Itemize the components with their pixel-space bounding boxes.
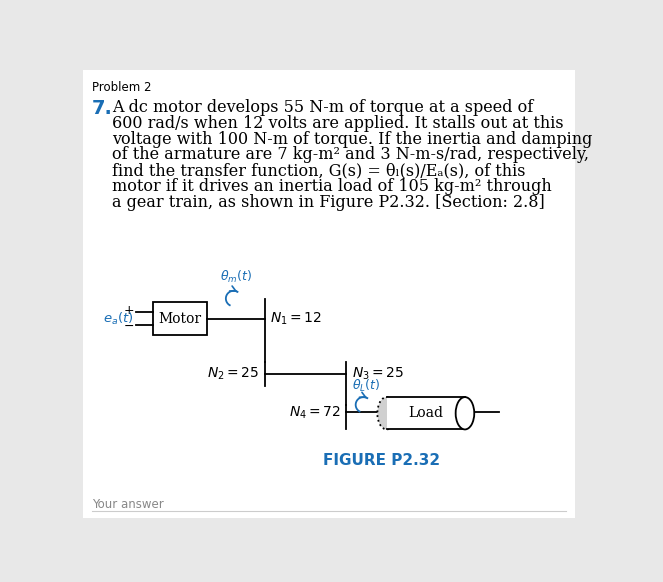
Text: find the transfer function, G(s) = θₗ(s)/Eₐ(s), of this: find the transfer function, G(s) = θₗ(s)… (112, 162, 526, 179)
Text: voltage with 100 N-m of torque. If the inertia and damping: voltage with 100 N-m of torque. If the i… (112, 131, 593, 148)
Text: $N_3 = 25$: $N_3 = 25$ (352, 366, 404, 382)
Text: $N_4 = 72$: $N_4 = 72$ (289, 404, 341, 421)
Text: $N_2 = 25$: $N_2 = 25$ (208, 366, 260, 382)
Text: $\theta_m(t)$: $\theta_m(t)$ (220, 269, 252, 285)
Text: $N_1 = 12$: $N_1 = 12$ (271, 310, 323, 327)
Text: Motor: Motor (158, 311, 202, 325)
Text: $\theta_L(t)$: $\theta_L(t)$ (351, 378, 380, 394)
FancyBboxPatch shape (83, 70, 575, 518)
Text: of the armature are 7 kg-m² and 3 N-m-s/rad, respectively,: of the armature are 7 kg-m² and 3 N-m-s/… (112, 147, 589, 164)
Text: motor if it drives an inertia load of 105 kg-m² through: motor if it drives an inertia load of 10… (112, 178, 552, 195)
Text: Problem 2: Problem 2 (92, 81, 152, 94)
Text: 7.: 7. (92, 99, 113, 118)
Text: A dc motor develops 55 N-m of torque at a speed of: A dc motor develops 55 N-m of torque at … (112, 99, 534, 116)
FancyBboxPatch shape (575, 70, 597, 518)
Text: a gear train, as shown in Figure P2.32. [Section: 2.8]: a gear train, as shown in Figure P2.32. … (112, 194, 545, 211)
Text: +: + (123, 304, 134, 317)
FancyBboxPatch shape (152, 303, 207, 335)
Text: $e_a(t)$: $e_a(t)$ (103, 311, 133, 327)
Ellipse shape (377, 397, 396, 430)
Text: FIGURE P2.32: FIGURE P2.32 (324, 453, 441, 467)
Text: 600 rad/s when 12 volts are applied. It stalls out at this: 600 rad/s when 12 volts are applied. It … (112, 115, 564, 132)
Text: Your answer: Your answer (92, 498, 164, 511)
Text: −: − (123, 320, 134, 333)
Ellipse shape (455, 397, 474, 430)
Text: Load: Load (408, 406, 444, 420)
FancyBboxPatch shape (387, 397, 465, 430)
